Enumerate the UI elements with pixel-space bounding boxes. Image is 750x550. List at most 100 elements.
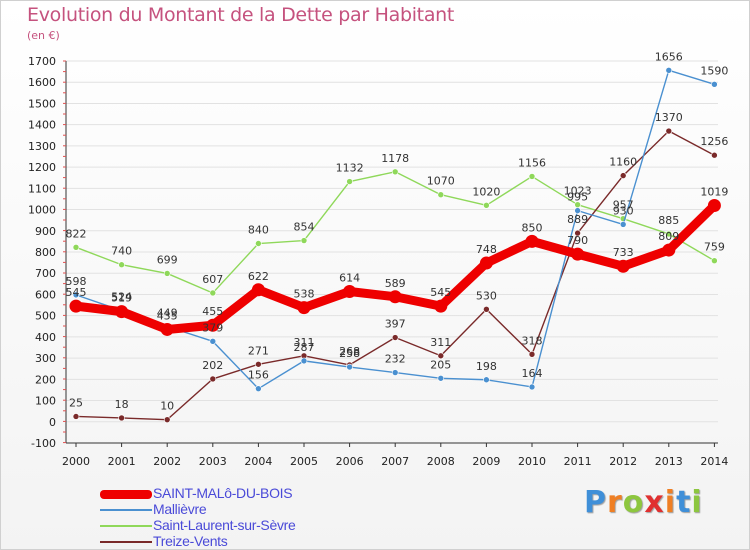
- data-label-treize-vents: 18: [115, 398, 129, 411]
- x-tick-label: 2007: [381, 455, 409, 468]
- data-label-saint-laurent-sur-s-vre: 1156: [518, 156, 546, 169]
- x-tick-label: 2014: [700, 455, 728, 468]
- data-point-saint-mal-du-bois: [388, 290, 402, 304]
- data-label-treize-vents: 202: [202, 359, 223, 372]
- data-point-saint-mal-du-bois: [206, 318, 220, 332]
- legend-item-malli-vre: Mallièvre: [100, 501, 360, 518]
- data-point-malli-vre: [255, 385, 262, 392]
- data-label-saint-mal-du-bois: 614: [339, 271, 360, 284]
- data-label-malli-vre: 449: [157, 306, 178, 319]
- legend-item-saint-laurent-sur-s-vre: Saint-Laurent-sur-Sèvre: [100, 517, 360, 534]
- x-tick-label: 2004: [244, 455, 272, 468]
- data-label-saint-laurent-sur-s-vre: 1020: [472, 185, 500, 198]
- x-tick-label: 2011: [564, 455, 592, 468]
- data-point-malli-vre: [528, 383, 536, 391]
- y-tick-label: 1600: [28, 76, 56, 89]
- data-label-malli-vre: 156: [248, 369, 269, 382]
- data-label-saint-mal-du-bois: 1019: [700, 186, 728, 199]
- data-point-treize-vents: [574, 229, 581, 237]
- data-label-treize-vents: 318: [522, 334, 543, 347]
- data-label-saint-mal-du-bois: 455: [202, 305, 223, 318]
- data-point-treize-vents: [528, 350, 536, 358]
- logo-letter: P: [584, 485, 607, 520]
- data-point-treize-vents: [619, 172, 627, 179]
- data-label-saint-mal-du-bois: 790: [567, 234, 588, 247]
- data-point-saint-laurent-sur-s-vre: [209, 289, 217, 297]
- y-tick-label: 1000: [28, 204, 56, 217]
- data-point-malli-vre: [346, 363, 353, 371]
- data-label-saint-laurent-sur-s-vre: 957: [613, 199, 634, 212]
- data-label-malli-vre: 379: [202, 321, 223, 334]
- y-tick-label: 200: [35, 373, 56, 386]
- data-label-saint-mal-du-bois: 538: [294, 288, 315, 301]
- data-label-malli-vre: 524: [111, 291, 132, 304]
- y-tick-label: 1500: [28, 97, 56, 110]
- proxiti-logo: Proxiti: [584, 485, 703, 520]
- y-tick-label: 700: [35, 267, 56, 280]
- legend-label-treize-vents: Treize-Vents: [153, 533, 228, 549]
- data-point-malli-vre: [437, 374, 445, 382]
- data-label-malli-vre: 287: [294, 341, 315, 354]
- data-label-treize-vents: 1256: [700, 135, 728, 148]
- data-point-treize-vents: [483, 305, 490, 313]
- y-tick-label: 1200: [28, 161, 56, 174]
- data-point-malli-vre: [72, 291, 80, 299]
- data-label-saint-laurent-sur-s-vre: 759: [704, 241, 725, 254]
- x-tick-label: 2003: [199, 455, 227, 468]
- data-label-treize-vents: 10: [160, 400, 174, 413]
- data-label-saint-mal-du-bois: 589: [385, 277, 406, 290]
- logo-letter: o: [622, 485, 645, 520]
- y-tick-label: 0: [49, 416, 56, 429]
- data-label-treize-vents: 311: [430, 336, 451, 349]
- x-tick-label: 2008: [427, 455, 455, 468]
- data-label-saint-mal-du-bois: 748: [476, 243, 497, 256]
- data-point-saint-laurent-sur-s-vre: [346, 178, 353, 185]
- y-tick-label: 1300: [28, 140, 56, 153]
- data-label-saint-laurent-sur-s-vre: 822: [66, 227, 87, 240]
- data-point-saint-laurent-sur-s-vre: [528, 173, 536, 180]
- data-label-malli-vre: 930: [613, 204, 634, 217]
- data-label-saint-laurent-sur-s-vre: 1132: [336, 162, 364, 175]
- data-label-saint-laurent-sur-s-vre: 1178: [381, 152, 409, 165]
- y-tick-label: 300: [35, 352, 56, 365]
- data-point-saint-mal-du-bois: [571, 247, 585, 261]
- data-label-saint-laurent-sur-s-vre: 1070: [427, 175, 455, 188]
- x-tick-label: 2000: [62, 455, 90, 468]
- data-point-treize-vents: [665, 127, 673, 135]
- data-label-malli-vre: 205: [430, 358, 451, 371]
- data-point-malli-vre: [574, 207, 581, 214]
- y-tick-label: 900: [35, 225, 56, 238]
- legend-swatch-saint-mal-du-bois: [100, 490, 152, 499]
- x-tick-label: 2012: [609, 455, 637, 468]
- logo-letter: i: [691, 485, 703, 520]
- data-point-saint-laurent-sur-s-vre: [483, 202, 490, 209]
- data-label-malli-vre: 598: [66, 275, 87, 288]
- data-point-malli-vre: [619, 221, 627, 228]
- y-tick-label: 1700: [28, 55, 56, 68]
- legend-swatch-treize-vents: [100, 541, 152, 543]
- x-axis: 2000 2001 2002 2003 2004 2005 2006 2007 2008 2009…: [62, 442, 728, 468]
- logo-letter: x: [644, 485, 665, 520]
- data-label-malli-vre: 198: [476, 360, 497, 373]
- data-label-malli-vre: 1590: [700, 64, 728, 77]
- legend-label-malli-vre: Mallièvre: [153, 501, 207, 517]
- data-label-saint-mal-du-bois: 545: [66, 286, 87, 299]
- chart-title: Evolution du Montant de la Dette par Hab…: [27, 4, 455, 26]
- data-point-saint-laurent-sur-s-vre: [665, 230, 673, 238]
- logo-letter: i: [664, 485, 677, 520]
- y-tick-label: 400: [35, 331, 56, 344]
- data-point-malli-vre: [300, 357, 308, 365]
- legend-item-treize-vents: Treize-Vents: [100, 533, 360, 550]
- data-label-treize-vents: 1370: [655, 111, 683, 124]
- x-tick-label: 2002: [153, 455, 181, 468]
- data-point-malli-vre: [665, 67, 673, 74]
- data-label-treize-vents: 25: [69, 396, 83, 409]
- data-label-saint-mal-du-bois: 850: [522, 221, 543, 234]
- data-label-saint-laurent-sur-s-vre: 1023: [564, 185, 592, 198]
- data-label-treize-vents: 271: [248, 344, 269, 357]
- data-label-saint-laurent-sur-s-vre: 885: [658, 214, 679, 227]
- data-label-treize-vents: 530: [476, 289, 497, 302]
- legend-item-saint-mal-du-bois: SAINT-MALô-DU-BOIS: [100, 485, 360, 502]
